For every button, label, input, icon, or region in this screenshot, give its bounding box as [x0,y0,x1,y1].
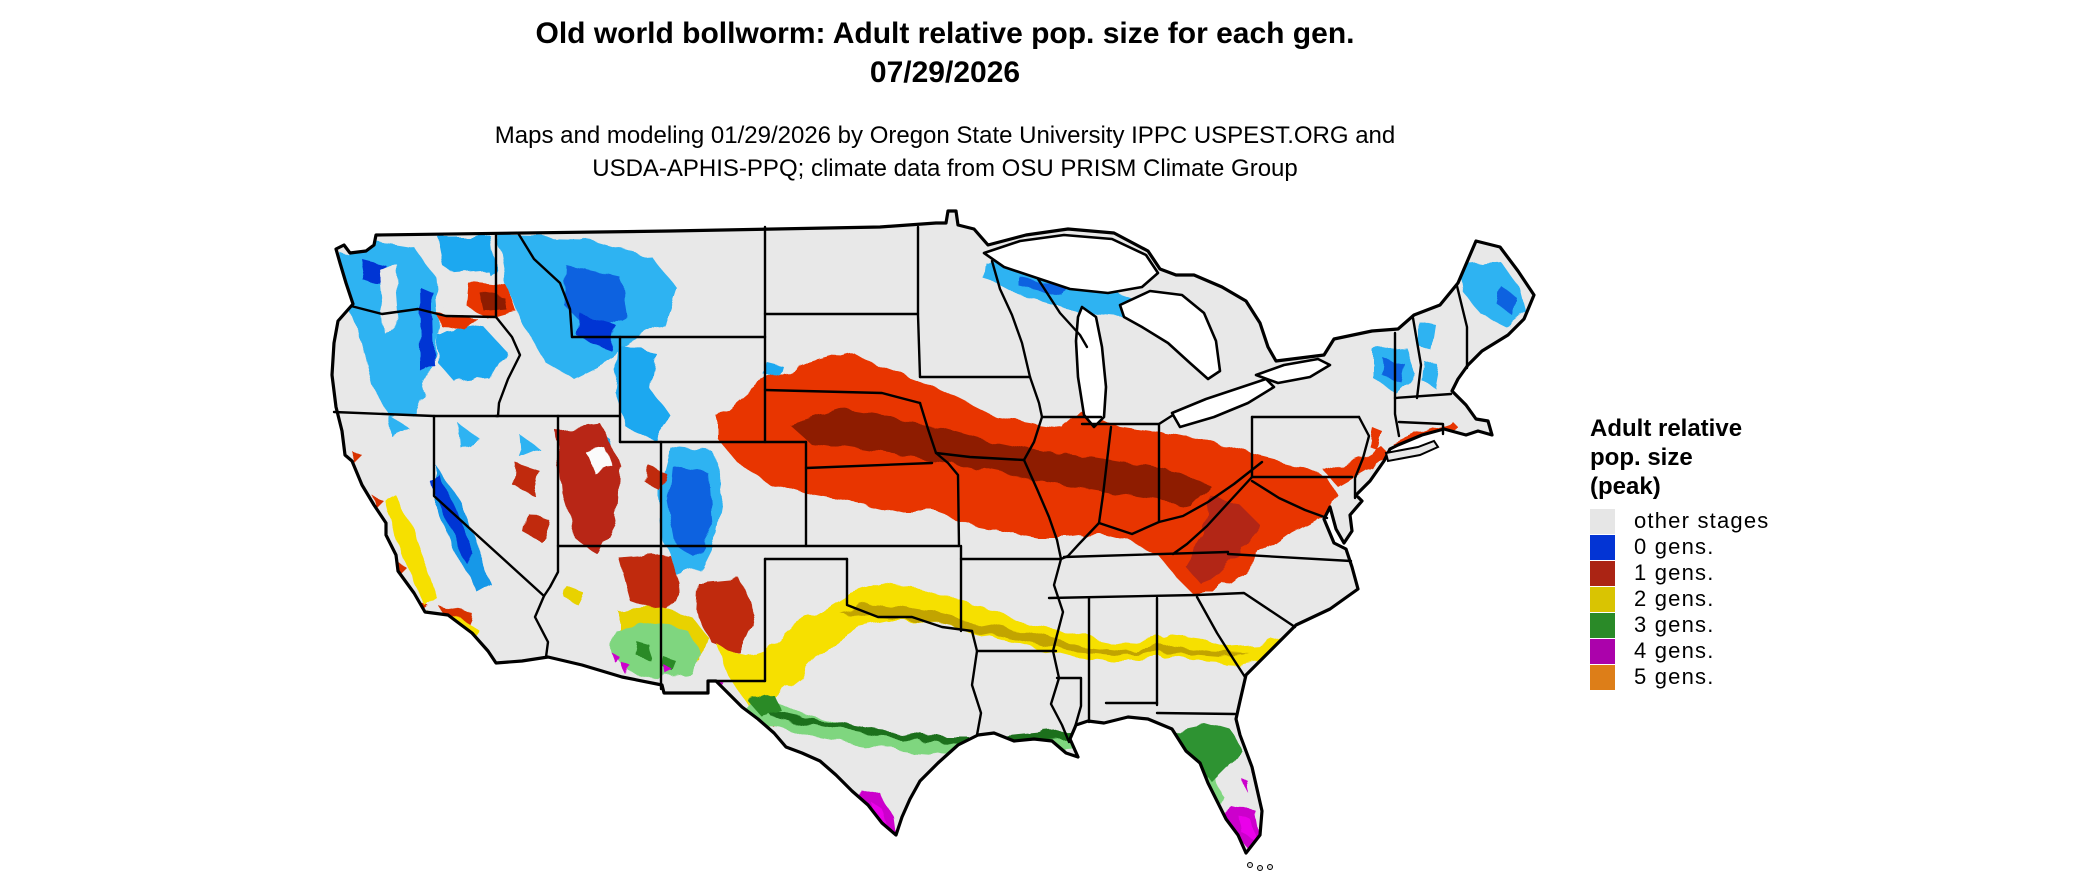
lake-superior [982,233,1160,295]
us-generations-map [320,165,1570,892]
state-borders [332,225,1469,744]
us-outline [330,209,1536,855]
legend-item: 4 gens. [1590,638,1910,664]
lake-ontario [1254,357,1332,385]
map-subtitle-line2: USDA-APHIS-PPQ; climate data from OSU PR… [592,155,1298,182]
legend-item-label: 2 gens. [1634,586,1715,611]
legend-item: other stages [1590,508,1910,534]
legend-item: 2 gens. [1590,586,1910,612]
map-subtitle: Maps and modeling 01/29/2026 by Oregon S… [320,119,1570,185]
coastal-islands [1247,439,1440,871]
legend-item-label: 5 gens. [1634,664,1715,689]
lake-huron [1118,289,1222,381]
legend-item-label: 3 gens. [1634,612,1715,637]
legend-item: 3 gens. [1590,612,1910,638]
legend-item: 5 gens. [1590,664,1910,690]
figure-header: Old world bollworm: Adult relative pop. … [320,14,1570,185]
legend: Adult relative pop. size (peak) other st… [1590,414,1910,690]
legend-swatch-6 [1590,664,1615,690]
great-salt-lake [586,449,612,473]
legend-item: 0 gens. [1590,534,1910,560]
legend-item-label: other stages [1634,508,1770,533]
legend-swatch-1 [1590,534,1615,560]
legend-item-label: 4 gens. [1634,638,1715,663]
florida-keys-dot [1257,865,1263,871]
legend-item: 1 gens. [1590,560,1910,586]
legend-swatch-5 [1590,638,1615,664]
legend-swatch-2 [1590,560,1615,586]
lake-erie [1170,377,1276,429]
florida-keys-dot [1267,864,1273,870]
great-lakes [982,233,1332,429]
us-map-svg [330,209,1536,871]
legend-title-line1: Adult relative [1590,415,1743,442]
legend-swatch-3 [1590,586,1615,612]
florida-keys-dot [1247,862,1253,868]
legend-title: Adult relative pop. size (peak) [1590,414,1910,501]
map-title-line1: Old world bollworm: Adult relative pop. … [535,17,1355,50]
legend-item-label: 0 gens. [1634,534,1715,559]
legend-item-label: 1 gens. [1634,560,1715,585]
legend-swatch-0 [1590,508,1615,534]
legend-title-line3: (peak) [1590,473,1661,500]
legend-items: other stages 0 gens. 1 gens. 2 gens. 3 g… [1590,508,1910,690]
legend-swatch-4 [1590,612,1615,638]
map-subtitle-line1: Maps and modeling 01/29/2026 by Oregon S… [494,122,1396,149]
long-island [1384,439,1440,463]
map-title-date: 07/29/2026 [869,56,1021,89]
legend-title-line2: pop. size [1590,444,1693,471]
